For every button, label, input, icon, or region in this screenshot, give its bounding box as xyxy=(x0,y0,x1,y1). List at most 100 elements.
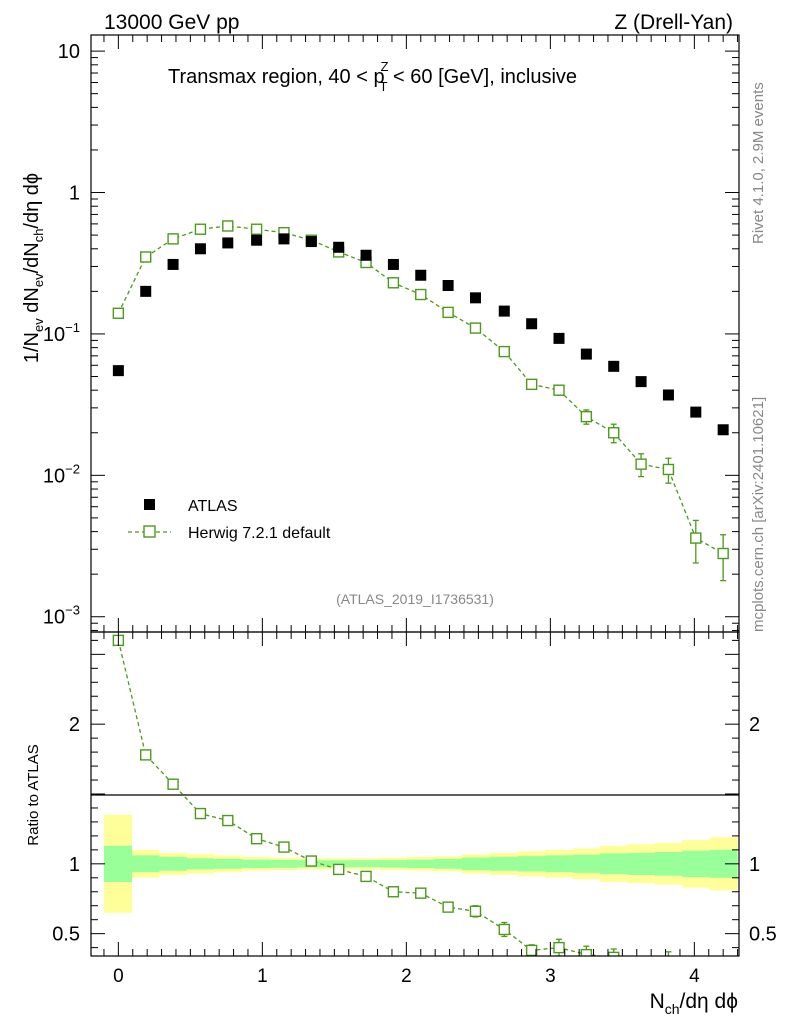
x-tick-label: 4 xyxy=(689,966,700,987)
mc-point xyxy=(662,463,675,476)
ratio-y-tick-label-right: 2 xyxy=(749,714,760,736)
ratio-mc-point xyxy=(250,832,263,845)
atlas-data-point xyxy=(167,258,179,270)
atlas-data-point xyxy=(222,237,234,249)
atlas-data-point xyxy=(526,318,538,330)
ratio-y-tick-label-right: 1 xyxy=(749,854,760,876)
atlas-data-point xyxy=(635,376,647,388)
stat-uncertainty-band xyxy=(104,845,738,882)
main-data-series xyxy=(112,233,729,436)
axis-ticks xyxy=(91,35,739,956)
side-text-mcplots: mcplots.cern.ch [arXiv:2401.10621] xyxy=(750,397,767,632)
atlas-data-point xyxy=(194,243,206,255)
atlas-data-point xyxy=(112,365,124,377)
legend-data-label: ATLAS xyxy=(188,498,238,515)
atlas-data-point xyxy=(608,360,620,372)
atlas-data-point xyxy=(278,233,290,245)
ratio-y-tick-label-right: 0.5 xyxy=(749,924,777,946)
ratio-y-tick-label-left: 0.5 xyxy=(52,924,80,946)
ratio-y-tick-label-left: 2 xyxy=(69,714,80,736)
legend: ATLAS Herwig 7.2.1 default xyxy=(128,498,331,542)
main-mc-series xyxy=(112,220,729,582)
atlas-data-point xyxy=(662,389,674,401)
mc-point xyxy=(112,307,125,319)
ratio-mc-point xyxy=(718,980,728,990)
mc-point xyxy=(635,458,647,470)
atlas-data-point xyxy=(140,285,152,297)
ratio-mc-point xyxy=(167,778,179,790)
mc-point xyxy=(415,288,427,301)
analysis-id: (ATLAS_2019_I1736531) xyxy=(336,591,494,607)
legend-data-marker xyxy=(144,499,155,510)
atlas-data-point xyxy=(360,249,372,261)
mc-point xyxy=(717,547,729,560)
mc-point xyxy=(194,223,207,235)
ratio-mc-point xyxy=(469,905,482,918)
header-left: 13000 GeV pp xyxy=(104,11,239,34)
main-y-tick-label: 10−2 xyxy=(43,461,80,487)
ratio-mc-point xyxy=(278,841,290,853)
ratio-mc-series xyxy=(112,634,728,990)
main-y-tick-label: 1 xyxy=(69,183,80,205)
ratio-mc-point xyxy=(140,749,152,761)
ratio-mc-point xyxy=(608,951,620,956)
main-y-axis-title: 1/Nev dNev/dNch/dη dϕ xyxy=(21,173,46,363)
ratio-y-tick-label-left: 1 xyxy=(69,854,80,876)
axis-tick-labels: 0 1 2 3 4 10−3 10−2 10−1 1 10 0.5 0.5 1 1 2 2 xyxy=(43,41,777,987)
ratio-mc-line xyxy=(117,640,607,956)
x-axis-title: Nch/dη dϕ xyxy=(650,990,738,1017)
ratio-mc-point xyxy=(194,807,207,820)
atlas-data-point xyxy=(553,332,565,344)
ratio-mc-point xyxy=(360,870,372,883)
mc-point xyxy=(608,427,620,439)
mc-point xyxy=(167,233,179,245)
panel-title-suffix: < 60 [GeV], inclusive xyxy=(388,66,578,88)
atlas-data-point xyxy=(251,234,263,246)
panel-title-sub: T xyxy=(380,79,388,94)
ratio-mc-point xyxy=(553,941,565,954)
ratio-mc-point xyxy=(580,948,593,956)
x-tick-label: 1 xyxy=(257,966,268,987)
ratio-mc-point xyxy=(636,961,646,971)
mc-point xyxy=(222,220,234,232)
mc-point xyxy=(525,378,538,391)
header-right: Z (Drell-Yan) xyxy=(614,11,733,34)
ratio-mc-point xyxy=(442,901,454,913)
ratio-mc-point xyxy=(415,887,427,899)
legend-mc-label: Herwig 7.2.1 default xyxy=(188,525,331,542)
mc-point xyxy=(442,306,454,319)
legend-mc-marker xyxy=(143,525,156,538)
x-tick-label: 2 xyxy=(401,966,412,987)
mc-point xyxy=(690,532,702,544)
mc-point xyxy=(580,410,593,423)
ratio-y-axis-title: Ratio to ATLAS xyxy=(25,744,42,845)
atlas-data-point xyxy=(498,305,510,317)
atlas-data-point xyxy=(442,280,454,292)
ratio-mc-point xyxy=(305,855,318,867)
atlas-data-point xyxy=(580,348,592,360)
atlas-data-point xyxy=(387,258,399,270)
atlas-data-point xyxy=(333,241,345,253)
x-tick-label: 0 xyxy=(113,966,124,987)
ratio-mc-point xyxy=(525,944,538,956)
mc-point xyxy=(387,277,400,289)
side-text-rivet: Rivet 4.1.0, 2.9M events xyxy=(750,82,767,244)
mc-point xyxy=(553,384,565,396)
panel-title: Transmax region, 40 < pZ T < 60 [GeV], in… xyxy=(168,59,577,94)
ratio-plot-frame xyxy=(90,631,740,957)
panel-title-sup: Z xyxy=(381,59,389,74)
ratio-uncertainty-bands xyxy=(104,814,738,913)
mc-point xyxy=(250,223,263,235)
main-y-tick-label: 10−1 xyxy=(43,320,80,346)
mc-point xyxy=(140,251,152,263)
main-plot-frame xyxy=(90,34,740,633)
ratio-mc-point xyxy=(662,955,675,956)
main-y-tick-label: 10 xyxy=(58,41,80,63)
atlas-data-point xyxy=(690,406,702,418)
atlas-data-point xyxy=(717,424,729,436)
ratio-mc-point xyxy=(498,923,510,936)
panel-title-prefix: Transmax region, 40 < p xyxy=(168,66,385,88)
atlas-data-point xyxy=(415,269,427,281)
atlas-data-point xyxy=(469,292,481,304)
